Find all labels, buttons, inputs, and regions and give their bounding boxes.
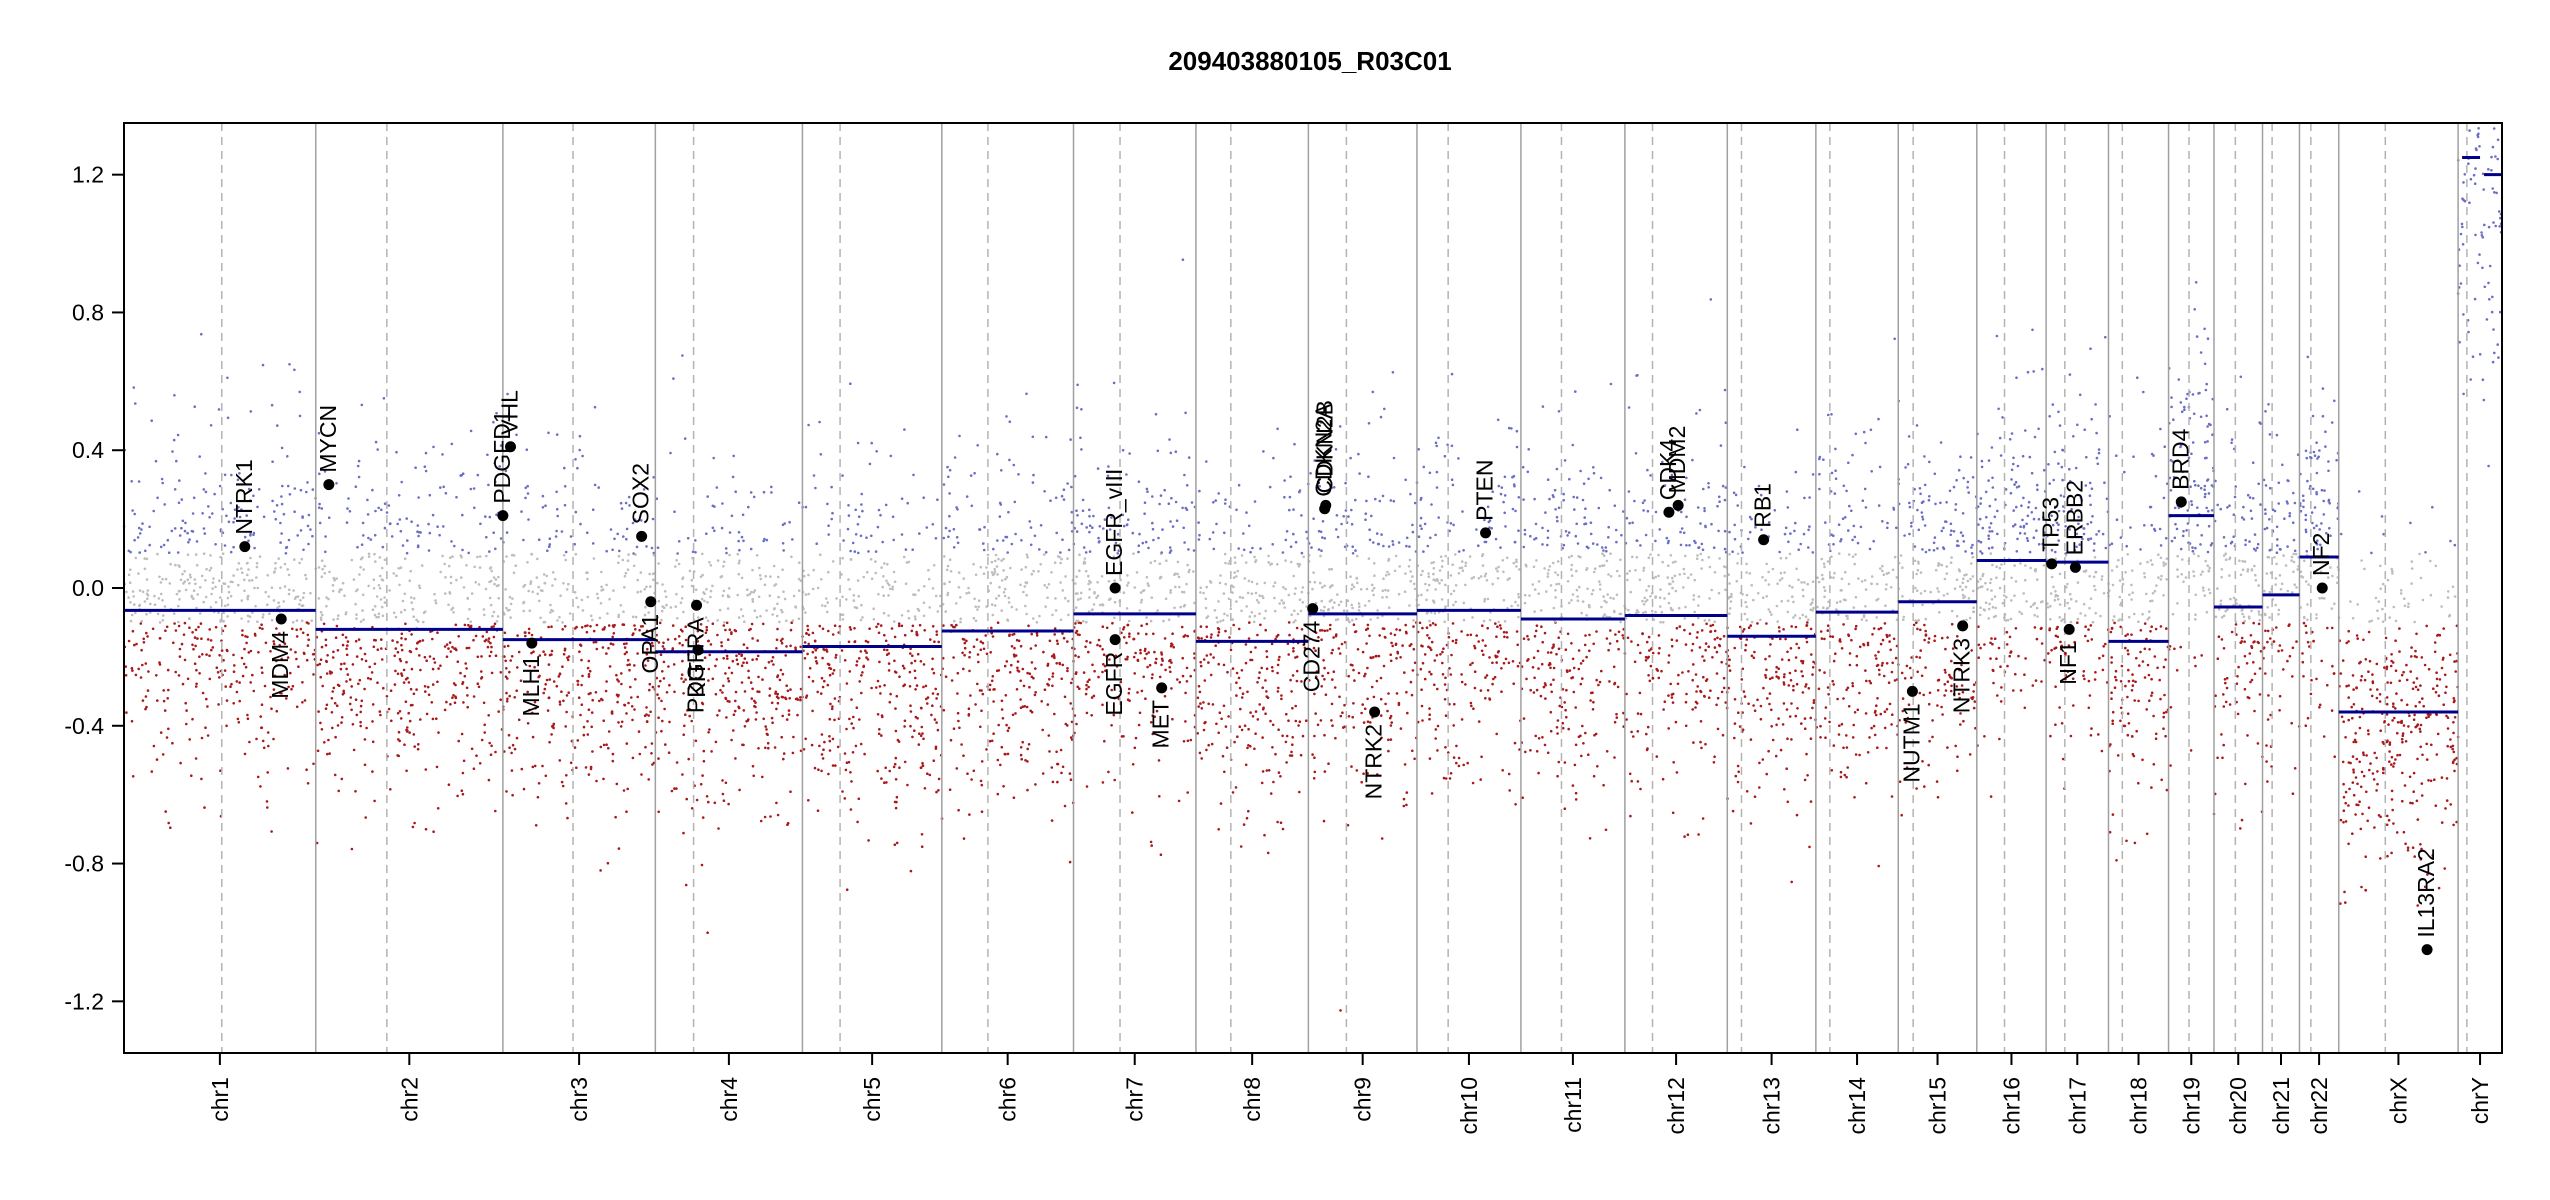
gene-label: MLH1	[518, 655, 544, 716]
gene-point	[1672, 499, 1684, 511]
gene-point	[1307, 603, 1319, 615]
gene-label: BRD4	[2167, 428, 2193, 490]
gene-label: KIT	[684, 662, 710, 698]
gene-point	[1906, 685, 1918, 697]
gene-label: VHL	[497, 390, 523, 435]
gene-label: NTRK2	[1361, 724, 1387, 799]
gene-point	[691, 599, 703, 611]
gene-point	[636, 530, 648, 542]
gene-point	[1109, 634, 1121, 646]
gene-label: EGFR_vIII	[1101, 469, 1127, 576]
y-tick-label: 0.0	[72, 575, 104, 601]
gene-label: PDGFRA	[683, 617, 709, 714]
gene-label: RB1	[1750, 483, 1776, 528]
x-tick-label: chr10	[1456, 1077, 1482, 1135]
gene-point	[1480, 527, 1492, 539]
gene-label: PDGFD1	[489, 410, 515, 503]
gene-label: NTRK3	[1949, 638, 1975, 713]
gene-point	[2175, 496, 2187, 508]
gene-point	[2316, 582, 2328, 594]
gene-point	[323, 479, 335, 491]
x-tick-label: chr18	[2126, 1077, 2152, 1135]
y-tick-label: 0.8	[72, 299, 104, 325]
x-tick-label: chr13	[1759, 1077, 1785, 1135]
gene-point	[692, 644, 704, 656]
gene-point	[505, 441, 517, 453]
gene-label: MET	[1148, 700, 1174, 749]
x-tick-label: chr2	[396, 1077, 422, 1122]
gene-label: NF2	[2308, 533, 2334, 576]
chart-title: 209403880105_R03C01	[1168, 46, 1451, 76]
x-tick-label: chr5	[859, 1077, 885, 1122]
y-axis: 1.2 0.8 0.4 0.0 -0.4 -0.8 -1.2	[64, 162, 124, 1014]
x-tick-label: chr8	[1239, 1077, 1265, 1122]
x-tick-label: chrX	[2385, 1077, 2411, 1124]
gene-label: ERBB2	[2061, 480, 2087, 555]
gene-point	[1663, 506, 1675, 518]
gene-point	[497, 510, 509, 522]
gene-point	[2069, 561, 2081, 573]
x-tick-label: chr14	[1844, 1077, 1870, 1135]
x-tick-label: chr17	[2064, 1077, 2090, 1135]
gene-point	[1320, 499, 1332, 511]
y-tick-label: 0.4	[72, 437, 104, 463]
x-tick-label: chr19	[2178, 1077, 2204, 1135]
gene-point	[1109, 582, 1121, 594]
x-tick-label: chr11	[1560, 1077, 1586, 1133]
x-tick-label: chr9	[1350, 1077, 1376, 1122]
gene-label: MDM4	[267, 631, 293, 699]
probe-points	[122, 127, 2503, 1012]
gene-label: SOX2	[628, 463, 654, 524]
gene-label: NTRK1	[231, 459, 257, 534]
gene-label: PTEN	[1472, 460, 1498, 521]
gene-label: CDK4	[1655, 439, 1681, 501]
gene-label: OPA1	[637, 614, 663, 674]
segment-lines	[124, 155, 2502, 714]
x-tick-label: chr12	[1663, 1077, 1689, 1135]
gene-point	[2046, 558, 2058, 570]
x-tick-label: chr4	[716, 1077, 742, 1122]
x-tick-label: chr16	[1998, 1077, 2024, 1135]
x-tick-label: chr21	[2268, 1077, 2294, 1135]
gene-label: CDKN2B	[1312, 400, 1338, 493]
gene-point	[2063, 623, 2075, 635]
gene-point	[1156, 682, 1168, 694]
x-tick-label: chr1	[207, 1077, 233, 1122]
gene-label: NF1	[2055, 641, 2081, 684]
gene-label: MYCN	[315, 405, 341, 473]
x-tick-label: chr15	[1925, 1077, 1951, 1135]
y-tick-label: -0.4	[64, 713, 104, 739]
gene-label: NUTM1	[1898, 703, 1924, 782]
gene-point	[645, 596, 657, 608]
y-tick-label: -0.8	[64, 851, 104, 877]
x-tick-label: chr6	[995, 1077, 1021, 1122]
gene-point	[526, 637, 538, 649]
x-tick-label: chr7	[1122, 1077, 1148, 1122]
gene-label: IL13RA2	[2413, 848, 2439, 938]
gene-point	[2421, 944, 2433, 956]
gene-point	[239, 541, 251, 553]
gene-label: EGFR	[1101, 652, 1127, 716]
x-tick-label: chrY	[2467, 1077, 2493, 1124]
gene-label: CDKN2A	[1311, 403, 1337, 497]
y-tick-label: -1.2	[64, 988, 104, 1014]
chromosome-boundaries	[221, 123, 2468, 1053]
x-axis: chr1 chr2 chr3 chr4 chr5 chr6 chr7 chr8 chr9 chr1…	[207, 1053, 2493, 1135]
gene-point	[1369, 706, 1381, 718]
y-tick-label: 1.2	[72, 162, 104, 188]
x-tick-label: chr3	[566, 1077, 592, 1122]
gene-label: TP53	[2038, 497, 2064, 552]
gene-point	[1957, 620, 1969, 632]
gene-label: CD274	[1299, 620, 1325, 692]
x-tick-label: chr20	[2225, 1077, 2251, 1135]
gene-label: MDM2	[1664, 426, 1690, 494]
gene-point	[275, 613, 287, 625]
x-tick-label: chr22	[2306, 1077, 2332, 1135]
gene-point	[1758, 534, 1770, 546]
